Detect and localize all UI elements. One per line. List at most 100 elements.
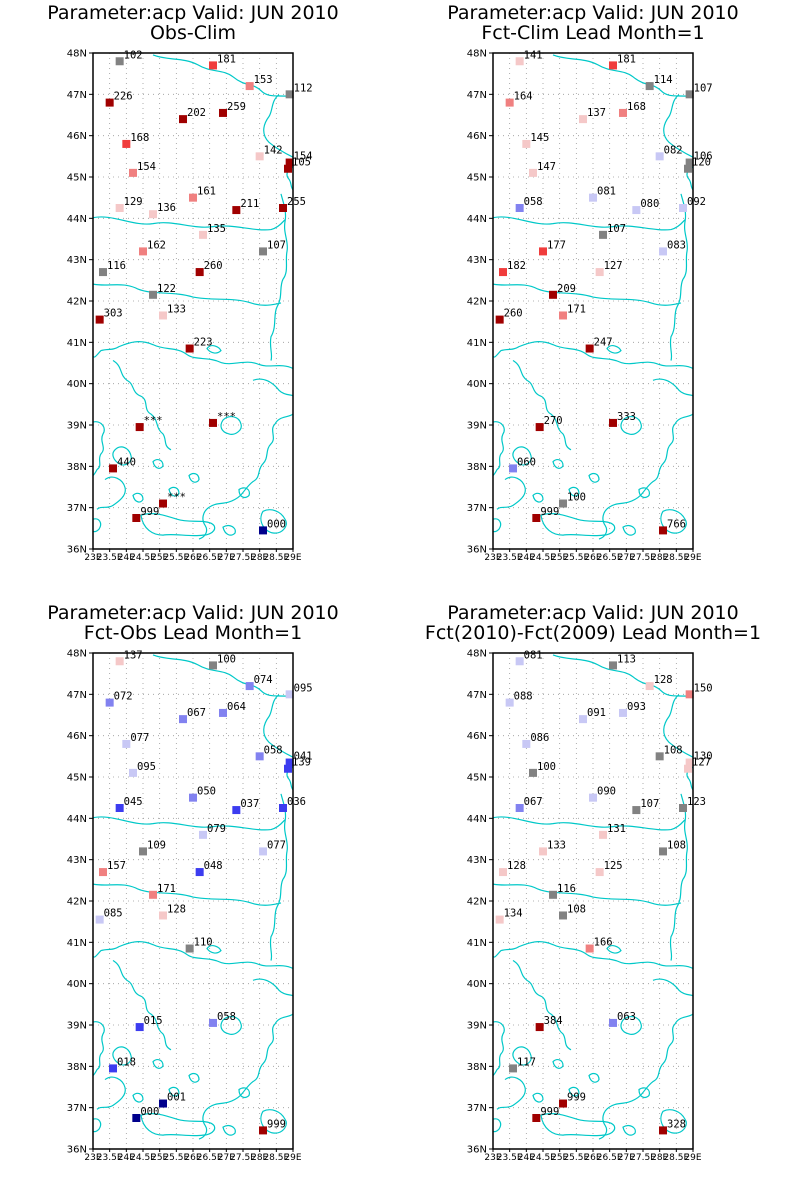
station-square xyxy=(495,315,504,324)
station-square xyxy=(179,715,187,724)
station-square xyxy=(599,230,607,239)
station-marker: 077 xyxy=(259,839,286,856)
station-value-label: 999 xyxy=(567,1092,586,1104)
station-marker: 154 xyxy=(285,151,313,167)
station-marker: 164 xyxy=(505,91,533,107)
station-square xyxy=(219,108,227,117)
station-marker: 001 xyxy=(159,1092,186,1108)
station-square xyxy=(105,98,114,107)
lat-tick-label: 41N xyxy=(67,938,87,949)
panel-subtitle: Obs-Clim xyxy=(150,22,236,44)
lat-tick-label: 46N xyxy=(467,131,487,142)
lon-axis: 23E23.5E24E24.5E25E25.5E26E26.5E27E27.5E… xyxy=(84,549,302,563)
lat-tick-label: 40N xyxy=(67,379,87,390)
station-square xyxy=(659,847,667,856)
lon-tick-label: 23.5E xyxy=(97,553,123,563)
station-marker: 120 xyxy=(684,157,711,173)
lat-tick-label: 39N xyxy=(67,421,87,432)
station-marker: 018 xyxy=(109,1056,136,1073)
lat-tick-label: 36N xyxy=(467,545,487,556)
lon-tick-label: 24E xyxy=(118,1153,135,1163)
station-marker: 999 xyxy=(532,1106,559,1122)
lat-tick-label: 42N xyxy=(67,897,87,908)
station-square xyxy=(515,204,524,212)
station-value-label: 102 xyxy=(124,49,143,61)
station-square xyxy=(559,911,567,920)
station-marker: *** xyxy=(159,492,186,508)
station-value-label: 000 xyxy=(267,518,286,530)
station-square xyxy=(132,514,141,522)
station-value-label: 164 xyxy=(514,91,533,103)
station-value-label: 123 xyxy=(687,796,706,808)
station-square xyxy=(679,204,687,212)
station-value-label: 077 xyxy=(130,732,149,744)
lat-tick-label: 41N xyxy=(467,338,487,349)
station-square xyxy=(505,98,514,107)
panel-subtitle: Fct(2010)-Fct(2009) Lead Month=1 xyxy=(425,622,761,644)
station-value-label: 130 xyxy=(694,751,713,763)
station-square xyxy=(599,830,607,839)
station-value-label: 145 xyxy=(530,132,549,144)
station-marker: 072 xyxy=(105,691,133,707)
station-marker: 000 xyxy=(132,1106,159,1122)
station-square xyxy=(559,311,567,320)
station-square xyxy=(632,206,641,215)
station-value-label: 137 xyxy=(587,107,606,119)
station-value-label: 112 xyxy=(294,82,313,94)
station-marker: 166 xyxy=(585,937,613,953)
lat-tick-label: 37N xyxy=(467,1103,487,1114)
station-value-label: 060 xyxy=(517,456,536,468)
station-marker: 223 xyxy=(185,337,213,353)
station-square xyxy=(515,657,524,666)
station-value-label: 100 xyxy=(567,492,586,504)
station-marker: 058 xyxy=(209,1011,236,1027)
station-square xyxy=(132,1114,141,1122)
station-marker: 107 xyxy=(685,82,713,99)
station-value-label: 109 xyxy=(147,839,166,851)
station-square xyxy=(232,806,241,815)
station-square xyxy=(199,230,207,239)
station-marker: 107 xyxy=(259,239,286,256)
lat-tick-label: 36N xyxy=(67,545,87,556)
lat-tick-label: 44N xyxy=(67,214,87,225)
lon-tick-label: 27E xyxy=(218,1153,235,1163)
station-square xyxy=(515,57,524,66)
station-square xyxy=(209,61,217,70)
station-square xyxy=(595,868,604,877)
station-square xyxy=(559,1099,567,1108)
lon-tick-label: 27.5E xyxy=(630,1153,656,1163)
station-square xyxy=(115,204,124,212)
station-marker: 108 xyxy=(659,839,686,856)
station-value-label: 106 xyxy=(694,151,713,163)
lon-tick-label: 28.5E xyxy=(263,553,289,563)
station-square xyxy=(499,868,507,877)
station-value-label: 067 xyxy=(187,707,206,719)
station-value-label: 128 xyxy=(507,860,526,872)
station-square xyxy=(129,768,137,777)
station-value-label: 171 xyxy=(157,883,176,895)
station-value-label: 050 xyxy=(197,786,216,798)
station-marker: 999 xyxy=(532,506,559,522)
station-marker: 074 xyxy=(245,674,273,691)
station-marker: 041 xyxy=(285,751,313,767)
station-value-label: 036 xyxy=(287,796,306,808)
station-value-label: 128 xyxy=(167,903,186,915)
station-marker: 161 xyxy=(189,186,216,202)
station-value-label: 162 xyxy=(147,239,166,251)
station-value-label: 259 xyxy=(227,101,246,113)
grid-lines xyxy=(93,653,293,1149)
station-value-label: 041 xyxy=(294,751,313,763)
station-square xyxy=(515,804,524,812)
station-value-label: 147 xyxy=(537,161,556,173)
station-value-label: 135 xyxy=(207,223,226,235)
station-marker: 142 xyxy=(255,144,283,161)
station-square xyxy=(549,290,557,299)
station-square xyxy=(199,830,207,839)
station-marker: 259 xyxy=(219,101,246,117)
station-square xyxy=(549,890,557,899)
station-value-label: 181 xyxy=(617,53,636,65)
lon-tick-label: 25.5E xyxy=(163,1153,189,1163)
station-value-label: 107 xyxy=(640,798,659,810)
